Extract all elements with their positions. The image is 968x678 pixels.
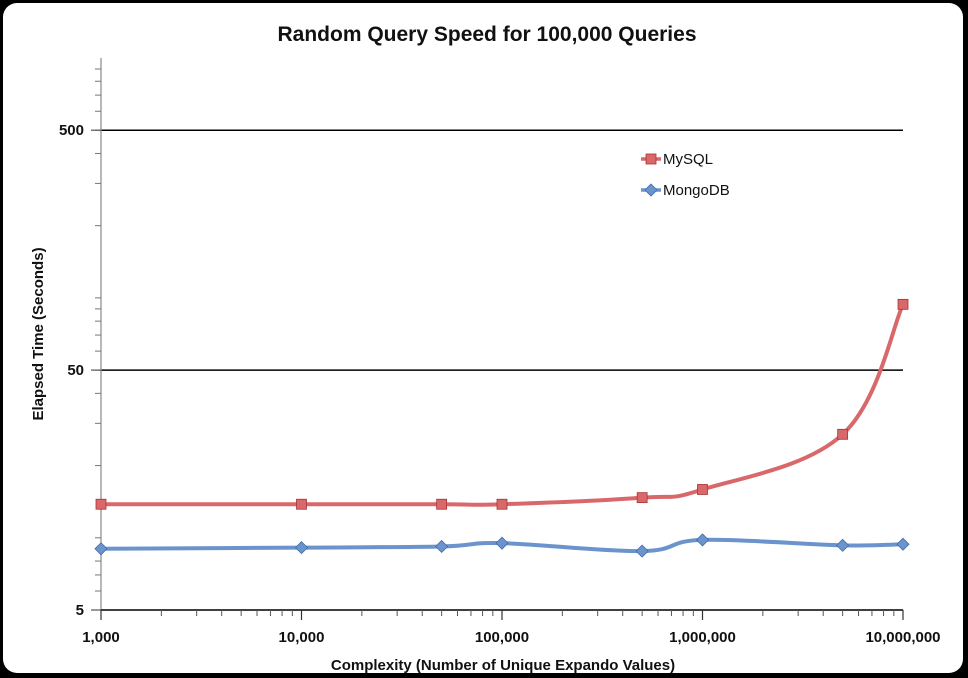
data-point-mysql [496,498,508,510]
legend-label-mongodb: MongoDB [663,182,730,199]
axes [100,58,903,611]
data-point-mongodb [294,541,309,555]
legend-item-mysql: MySQL [641,151,713,168]
legend-label-mysql: MySQL [663,151,713,168]
data-point-mongodb [896,537,910,551]
legend-marker-mongodb [644,183,658,197]
data-point-mongodb [94,542,108,556]
legend-item-mongodb: MongoDB [641,182,730,199]
data-point-mysql [897,298,909,310]
data-point-mongodb [435,539,449,554]
x-tick-label: 1,000 [82,629,120,646]
data-point-mysql [436,498,448,510]
tick-labels: 5 50 500 1,000 10,000 100,000 1,000,000 10,000,… [59,122,941,646]
tick-marks [91,68,904,620]
y-tick-label: 5 [76,602,84,619]
x-tick-label: 100,000 [475,629,529,646]
legend-marker-mysql [645,153,657,165]
y-tick-label: 50 [67,362,84,379]
data-point-mysql [636,492,648,504]
chart-frame: Random Query Speed for 100,000 Queries 5… [3,3,963,673]
data-point-mongodb [695,533,710,547]
data-point-mongodb [495,536,509,550]
series-mysql [95,298,909,510]
data-point-mongodb [836,538,850,552]
x-axis-label: Complexity (Number of Unique Expando Val… [331,657,675,673]
gridlines [101,129,903,371]
chart-title: Random Query Speed for 100,000 Queries [278,23,697,46]
y-axis-label: Elapsed Time (Seconds) [30,247,47,420]
data-point-mysql [95,498,107,510]
x-tick-label: 1,000,000 [669,629,736,646]
chart: Random Query Speed for 100,000 Queries 5… [30,23,941,673]
data-point-mongodb [635,544,649,558]
data-point-mysql [837,428,849,440]
data-point-mysql [697,484,708,495]
y-tick-label: 500 [59,122,84,139]
series-group [94,298,910,558]
data-point-mysql [296,498,307,510]
legend: MySQL MongoDB [641,151,730,199]
series-line-mysql [99,302,905,507]
x-tick-label: 10,000,000 [865,629,940,646]
series-mongodb [94,533,910,558]
x-tick-label: 10,000 [279,629,325,646]
